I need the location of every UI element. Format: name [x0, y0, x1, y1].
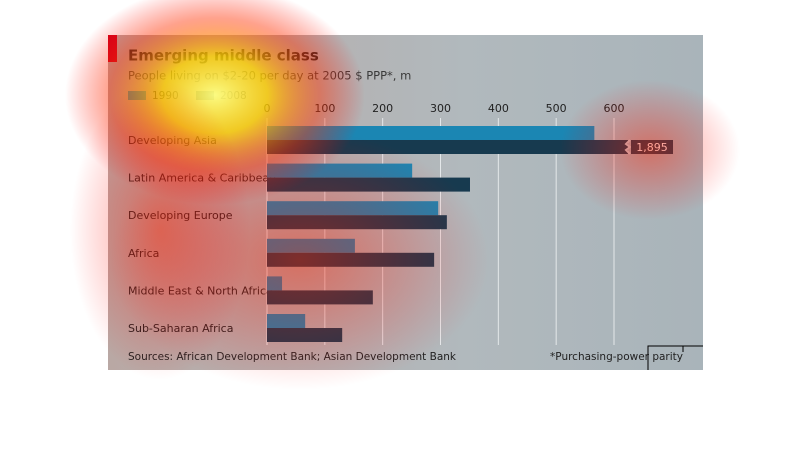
category-label: Sub-Saharan Africa: [128, 322, 233, 335]
category-label: Developing Europe: [128, 209, 233, 222]
footnote: *Purchasing-power parity: [550, 351, 683, 363]
source: Sources: African Development Bank; Asian…: [128, 351, 457, 363]
bar: [267, 328, 343, 342]
x-tick-label: 600: [604, 102, 625, 115]
chart-title: Emerging middle class: [128, 47, 319, 65]
category-label: Developing Asia: [128, 134, 217, 147]
red-tag: [108, 35, 117, 62]
bar: [267, 163, 413, 178]
chart-subtitle: People living on $2-20 per day at 2005 $…: [128, 69, 411, 83]
bar: [267, 252, 435, 267]
legend-swatch: [196, 91, 214, 100]
legend-label: 1990: [152, 90, 179, 102]
x-tick-label: 300: [430, 102, 451, 115]
bar: [267, 177, 470, 192]
bar: [267, 140, 628, 154]
category-label: Middle East & North Africa: [128, 284, 273, 297]
x-tick-label: 0: [264, 102, 271, 115]
x-tick-label: 500: [546, 102, 567, 115]
bar: [267, 290, 373, 305]
bar: [267, 201, 439, 216]
legend-swatch: [128, 91, 146, 100]
legend-label: 2008: [220, 90, 247, 102]
bar: [267, 276, 283, 291]
category-label: Latin America & Caribbean: [128, 172, 276, 185]
category-label: Africa: [128, 247, 159, 260]
x-tick-label: 400: [488, 102, 509, 115]
bar: [267, 238, 355, 253]
x-tick-label: 200: [372, 102, 393, 115]
bar: [267, 215, 447, 230]
bar: [267, 126, 595, 140]
bar: [267, 314, 306, 328]
cursor-artifact: [647, 345, 703, 370]
value-label: 1,895: [636, 141, 668, 154]
x-tick-label: 100: [314, 102, 335, 115]
